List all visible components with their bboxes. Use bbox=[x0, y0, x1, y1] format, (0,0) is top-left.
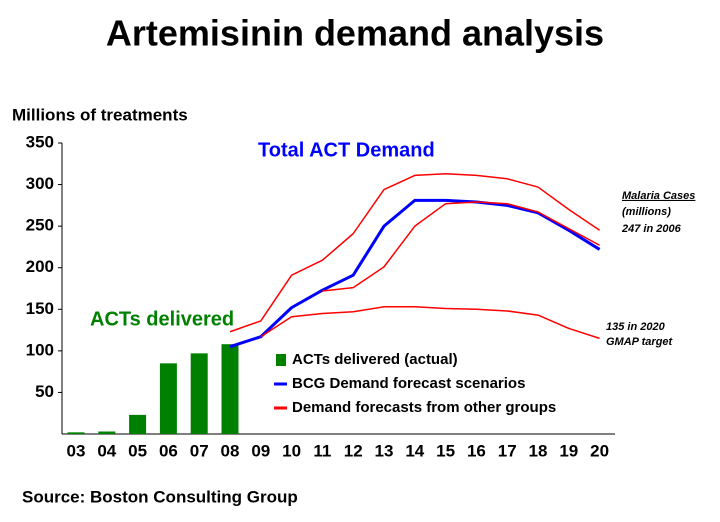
x-tick-label: 18 bbox=[529, 441, 548, 460]
x-tick-label: 10 bbox=[282, 441, 301, 460]
x-tick-label: 03 bbox=[67, 441, 86, 460]
y-tick-label: 300 bbox=[26, 174, 54, 193]
x-tick-label: 05 bbox=[128, 441, 147, 460]
y-tick-label: 50 bbox=[35, 382, 54, 401]
y-tick-label: 200 bbox=[26, 257, 54, 276]
line bbox=[229, 198, 601, 349]
annotation: 247 in 2006 bbox=[621, 223, 682, 235]
annotation: 135 in 2020 bbox=[606, 321, 666, 333]
legend-label: BCG Demand forecast scenarios bbox=[292, 375, 525, 392]
y-tick-label: 250 bbox=[26, 216, 54, 235]
source: Source: Boston Consulting Group bbox=[22, 487, 298, 506]
bar bbox=[190, 353, 208, 434]
x-tick-label: 06 bbox=[159, 441, 178, 460]
x-tick-label: 17 bbox=[498, 441, 517, 460]
x-tick-label: 13 bbox=[375, 441, 394, 460]
x-tick-label: 19 bbox=[559, 441, 578, 460]
y-tick-label: 350 bbox=[26, 132, 54, 151]
x-tick-label: 09 bbox=[251, 441, 270, 460]
bar bbox=[98, 431, 116, 434]
x-tick-label: 11 bbox=[313, 441, 331, 460]
legend-swatch bbox=[276, 354, 286, 366]
legend-label: ACTs delivered (actual) bbox=[292, 351, 458, 368]
y-tick-label: 150 bbox=[26, 299, 54, 318]
annotation: ACTs delivered bbox=[90, 308, 234, 330]
line bbox=[229, 173, 601, 333]
line bbox=[322, 201, 600, 292]
x-tick-label: 04 bbox=[97, 441, 116, 460]
x-tick-label: 15 bbox=[436, 441, 455, 460]
bar bbox=[129, 414, 147, 434]
y-axis-label: Millions of treatments bbox=[12, 105, 188, 124]
x-tick-label: 14 bbox=[405, 441, 424, 460]
legend-label: Demand forecasts from other groups bbox=[292, 399, 556, 416]
x-tick-label: 12 bbox=[344, 441, 363, 460]
annotation: Malaria Cases bbox=[622, 190, 695, 202]
annotation: (millions) bbox=[622, 206, 671, 218]
y-tick-label: 100 bbox=[26, 340, 54, 359]
x-tick-label: 20 bbox=[590, 441, 609, 460]
x-tick-label: 16 bbox=[467, 441, 486, 460]
line bbox=[260, 306, 600, 340]
bar bbox=[67, 432, 85, 434]
annotation: GMAP target bbox=[606, 336, 674, 348]
x-tick-label: 08 bbox=[221, 441, 240, 460]
x-tick-label: 07 bbox=[190, 441, 209, 460]
chart-title: Artemisinin demand analysis bbox=[106, 13, 604, 54]
annotation: Total ACT Demand bbox=[258, 139, 435, 161]
bar bbox=[159, 363, 177, 434]
bar bbox=[221, 344, 239, 434]
